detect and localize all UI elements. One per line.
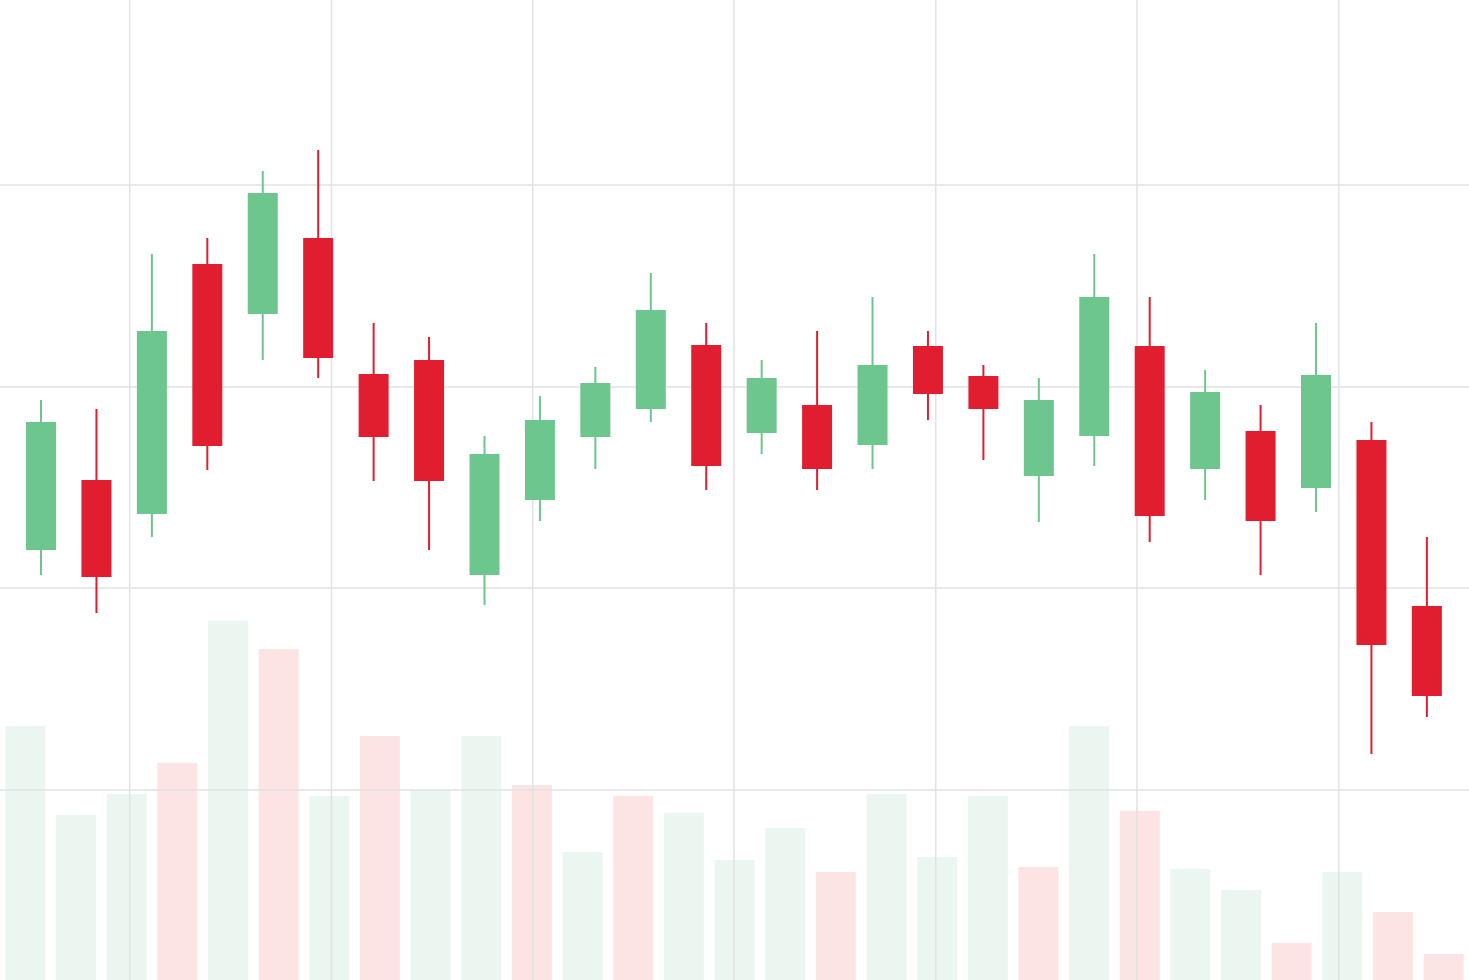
candle-body — [1134, 346, 1165, 516]
volume-bar — [106, 794, 147, 980]
candle-body — [469, 454, 500, 575]
volume-bar — [461, 736, 502, 980]
volume-bar — [1373, 912, 1414, 980]
candle-body — [26, 422, 57, 550]
volume-bar — [5, 726, 46, 980]
volume-bar — [917, 857, 958, 980]
volume-bar — [1069, 726, 1110, 980]
volume-bar — [765, 828, 806, 980]
candle-body — [1411, 606, 1442, 696]
candle-body — [1023, 400, 1054, 476]
volume-bar — [815, 872, 856, 980]
volume-bar — [562, 852, 603, 980]
candle-body — [912, 346, 943, 394]
volume-bar — [359, 736, 400, 980]
volume-bar — [309, 796, 350, 980]
candle-body — [802, 405, 833, 469]
candle-body — [635, 310, 666, 409]
candle-body — [524, 420, 555, 500]
volume-bar — [1119, 811, 1160, 980]
candle-body — [857, 365, 888, 445]
volume-bar — [1322, 872, 1363, 980]
candle-body — [192, 264, 223, 446]
candle-body — [247, 193, 278, 314]
volume-bar — [1271, 943, 1312, 980]
candle-body — [968, 376, 999, 409]
candle-body — [81, 480, 112, 577]
candle-body — [414, 360, 445, 481]
volume-bar — [1018, 867, 1059, 980]
volume-bar — [55, 815, 96, 980]
volume-bar — [511, 785, 552, 980]
volume-bar — [1423, 954, 1464, 980]
volume-bar — [967, 796, 1008, 980]
volume-bar — [613, 796, 654, 980]
candle-body — [358, 374, 389, 437]
candle-body — [1079, 297, 1110, 436]
volume-bar — [663, 813, 704, 980]
candle-body — [580, 383, 611, 437]
candle-body — [303, 238, 334, 358]
candle-body — [136, 331, 167, 514]
volume-bar — [1221, 890, 1262, 980]
candle-body — [746, 378, 777, 433]
volume-bar — [207, 621, 248, 980]
volume-bar — [410, 790, 451, 980]
candle-body — [1301, 375, 1332, 488]
volume-bar — [866, 794, 907, 980]
volume-bar — [258, 649, 299, 980]
candle-body — [1356, 440, 1387, 645]
candle-body — [691, 345, 722, 466]
candle-body — [1245, 431, 1276, 521]
volume-bar — [157, 763, 198, 980]
candle-body — [1190, 392, 1221, 469]
volume-bar — [1170, 869, 1211, 980]
